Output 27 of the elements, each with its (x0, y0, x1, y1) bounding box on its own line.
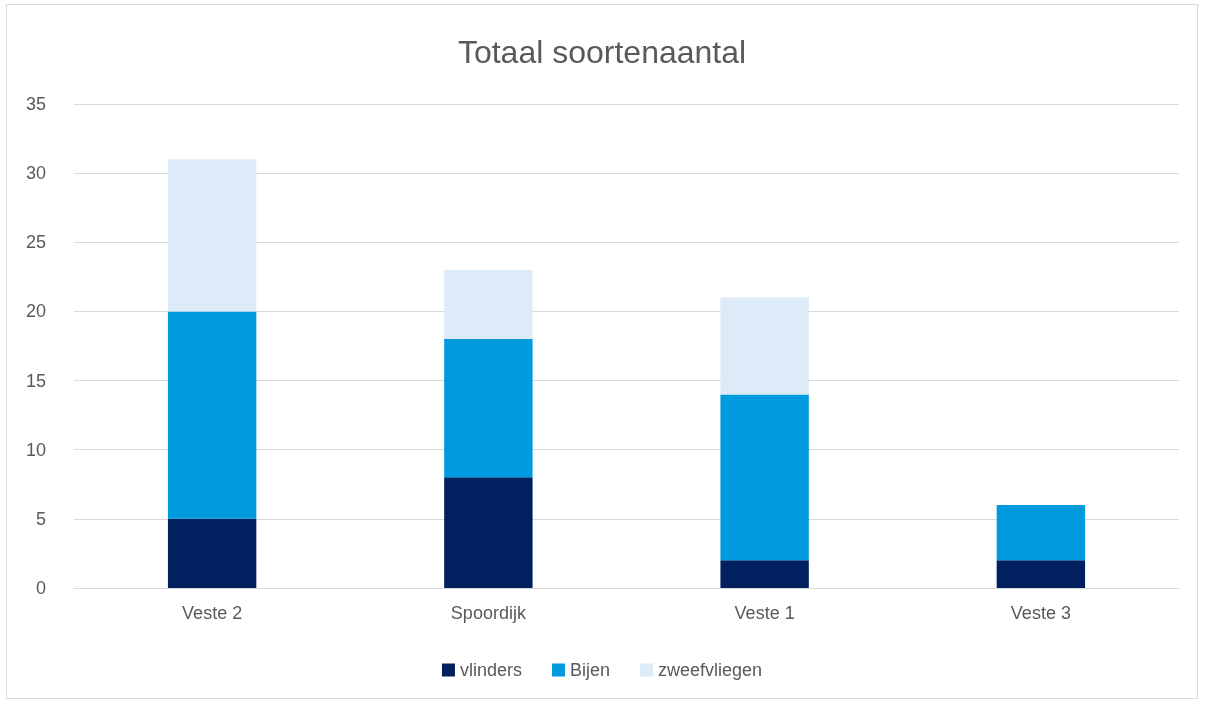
bar (720, 560, 809, 588)
bar (720, 297, 809, 395)
bar (996, 560, 1086, 588)
bar (167, 311, 257, 519)
legend-label: zweefvliegen (657, 660, 763, 680)
bar (720, 394, 809, 561)
y-tick-label: 25 (25, 232, 46, 253)
chart-title: Totaal soortenaantal (457, 34, 747, 70)
x-tick-label: Spoordijk (450, 603, 527, 623)
y-tick-label: 30 (25, 163, 46, 184)
bar (167, 518, 257, 588)
bar (167, 159, 257, 312)
y-tick-label: 15 (25, 370, 46, 391)
y-tick-label: 20 (25, 301, 46, 322)
bar (444, 477, 533, 588)
x-tick-label: Veste 3 (1010, 603, 1071, 623)
y-tick-label: 35 (25, 94, 46, 114)
x-tick-label: Veste 2 (182, 603, 243, 623)
y-tick-label: 0 (35, 578, 46, 598)
y-tick-label: 5 (35, 508, 46, 529)
y-tick-label: 10 (25, 439, 46, 460)
legend-label: Bijen (569, 660, 610, 680)
bar (444, 339, 533, 478)
x-tick-label: Veste 1 (734, 603, 795, 623)
bar (444, 269, 533, 340)
bar (996, 505, 1086, 561)
legend-label: vlinders (459, 660, 522, 680)
